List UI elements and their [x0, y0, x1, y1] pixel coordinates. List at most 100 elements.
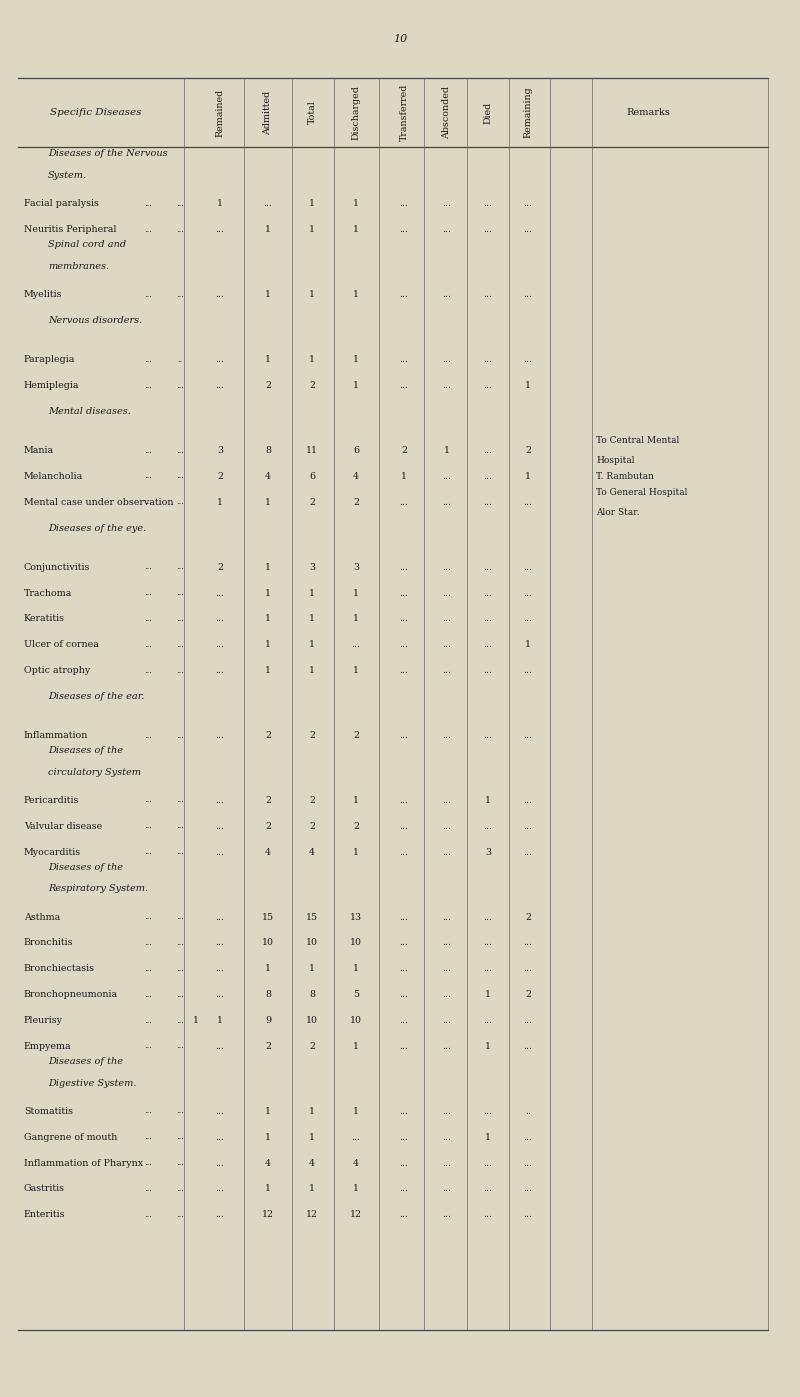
Text: ...: ...: [176, 1160, 184, 1166]
Text: ...: ...: [144, 1133, 152, 1141]
Text: ...: ...: [176, 472, 184, 481]
Text: 1: 1: [265, 291, 271, 299]
Text: ...: ...: [144, 990, 152, 999]
Text: ...: ...: [176, 641, 184, 648]
Text: 10: 10: [350, 1016, 362, 1025]
Text: 1: 1: [265, 964, 271, 974]
Text: 1: 1: [309, 640, 315, 650]
Text: ...: ...: [144, 1017, 152, 1024]
Text: Facial paralysis: Facial paralysis: [24, 200, 99, 208]
Text: Diseases of the eye.: Diseases of the eye.: [48, 524, 146, 532]
Text: ...: ...: [399, 1158, 409, 1168]
Text: Gangrene of mouth: Gangrene of mouth: [24, 1133, 118, 1141]
Text: 4: 4: [265, 1158, 271, 1168]
Text: ...: ...: [215, 381, 225, 390]
Text: ...: ...: [144, 447, 152, 454]
Text: ...: ...: [483, 225, 493, 235]
Text: ...: ...: [442, 225, 451, 235]
Text: 1: 1: [265, 1133, 271, 1141]
Text: Bronchopneumonia: Bronchopneumonia: [24, 990, 118, 999]
Text: ...: ...: [215, 912, 225, 922]
Text: ...: ...: [144, 796, 152, 805]
Text: ..: ..: [525, 1106, 531, 1116]
Text: ...: ...: [144, 200, 152, 208]
Text: 12: 12: [262, 1210, 274, 1220]
Text: 4: 4: [265, 472, 271, 481]
Text: ...: ...: [399, 1016, 409, 1025]
Text: Asthma: Asthma: [24, 912, 60, 922]
Text: 2: 2: [217, 472, 223, 481]
Text: ...: ...: [176, 1108, 184, 1115]
Text: ...: ...: [215, 291, 225, 299]
Text: ...: ...: [176, 848, 184, 856]
Text: ...: ...: [483, 964, 493, 974]
Text: 1: 1: [309, 1185, 315, 1193]
Text: 3: 3: [309, 563, 315, 571]
Text: 1: 1: [309, 1106, 315, 1116]
Text: ...: ...: [176, 1042, 184, 1051]
Text: ...: ...: [144, 848, 152, 856]
Text: ...: ...: [442, 291, 451, 299]
Text: ...: ...: [442, 355, 451, 365]
Text: ...: ...: [483, 291, 493, 299]
Text: ...: ...: [483, 1185, 493, 1193]
Text: 1: 1: [217, 200, 223, 208]
Text: 1: 1: [309, 588, 315, 598]
Text: ...: ...: [144, 499, 152, 506]
Text: ...: ...: [399, 381, 409, 390]
Text: 2: 2: [525, 912, 531, 922]
Text: ...: ...: [144, 939, 152, 947]
Text: ...: ...: [215, 666, 225, 675]
Text: 10: 10: [306, 939, 318, 947]
Text: 1: 1: [265, 588, 271, 598]
Text: 15: 15: [306, 912, 318, 922]
Text: ...: ...: [523, 1210, 533, 1220]
Text: 1: 1: [353, 1106, 359, 1116]
Text: 1: 1: [485, 990, 491, 999]
Text: ...: ...: [442, 964, 451, 974]
Text: ...: ...: [442, 472, 451, 481]
Text: Conjunctivitis: Conjunctivitis: [24, 563, 90, 571]
Text: ...: ...: [144, 1108, 152, 1115]
Text: ...: ...: [399, 1042, 409, 1051]
Text: ...: ...: [215, 1042, 225, 1051]
Text: 8: 8: [265, 446, 271, 455]
Text: ...: ...: [399, 964, 409, 974]
Text: 1: 1: [309, 355, 315, 365]
Text: ...: ...: [523, 939, 533, 947]
Text: Trachoma: Trachoma: [24, 588, 72, 598]
Text: ...: ...: [176, 499, 184, 506]
Text: ...: ...: [483, 200, 493, 208]
Text: membranes.: membranes.: [48, 263, 109, 271]
Text: ...: ...: [442, 821, 451, 831]
Text: 1: 1: [353, 225, 359, 235]
Text: Ulcer of cornea: Ulcer of cornea: [24, 640, 99, 650]
Text: ...: ...: [442, 1185, 451, 1193]
Text: Absconded: Absconded: [442, 87, 451, 138]
Text: 1: 1: [443, 446, 450, 455]
Text: Diseases of the Nervous: Diseases of the Nervous: [48, 149, 168, 158]
Text: ...: ...: [176, 1185, 184, 1193]
Text: 1: 1: [353, 666, 359, 675]
Text: ...: ...: [523, 821, 533, 831]
Text: ...: ...: [399, 848, 409, 856]
Text: 2: 2: [525, 990, 531, 999]
Text: ...: ...: [483, 381, 493, 390]
Text: ...: ...: [399, 200, 409, 208]
Text: 4: 4: [309, 1158, 315, 1168]
Text: Hemiplegia: Hemiplegia: [24, 381, 79, 390]
Text: ...: ...: [144, 291, 152, 299]
Text: 1: 1: [485, 1042, 491, 1051]
Text: ...: ...: [483, 939, 493, 947]
Text: ...: ...: [399, 1210, 409, 1220]
Text: Mental case under observation: Mental case under observation: [24, 497, 174, 507]
Text: ...: ...: [442, 200, 451, 208]
Text: ...: ...: [144, 914, 152, 921]
Text: 3: 3: [353, 563, 359, 571]
Text: ...: ...: [483, 563, 493, 571]
Text: ...: ...: [351, 640, 361, 650]
Text: ...: ...: [442, 666, 451, 675]
Text: Pericarditis: Pericarditis: [24, 796, 79, 805]
Text: Myelitis: Myelitis: [24, 291, 62, 299]
Text: ...: ...: [399, 640, 409, 650]
